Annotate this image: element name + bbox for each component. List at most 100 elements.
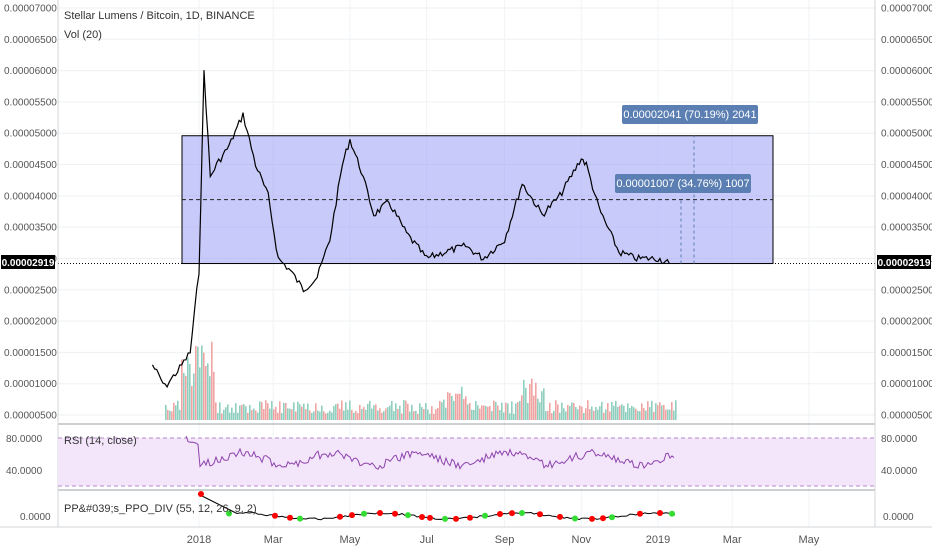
time-label: Sep xyxy=(495,534,515,546)
volume-bar xyxy=(543,388,545,420)
volume-bar xyxy=(267,403,269,420)
volume-bar xyxy=(205,366,207,420)
volume-bar xyxy=(313,411,315,420)
volume-bar xyxy=(321,405,323,420)
volume-bar xyxy=(433,413,435,420)
volume-bar xyxy=(609,411,611,420)
volume-bar xyxy=(247,412,249,420)
ppo-dot-green xyxy=(609,514,615,521)
price-tick-right: 0.00005500 xyxy=(881,97,932,108)
rsi-tick-40-left: 40.0000 xyxy=(6,466,43,477)
current-price-right-text: 0.00002919 xyxy=(878,258,931,269)
price-tick-right: 0.00002500 xyxy=(881,285,932,296)
measure-full-text: 0.00002041 (70.19%) 2041 xyxy=(623,109,756,121)
volume-bar xyxy=(323,411,325,420)
volume-bar xyxy=(235,403,237,420)
volume-bar xyxy=(415,410,417,420)
ppo-dot-green xyxy=(226,510,232,517)
volume-bar xyxy=(629,408,631,420)
volume-bar xyxy=(305,409,307,420)
volume-bar xyxy=(253,408,255,420)
volume-bar xyxy=(221,413,223,420)
volume-bar xyxy=(177,400,179,420)
volume-bar xyxy=(563,408,565,420)
volume-bar xyxy=(423,409,425,420)
volume-bar xyxy=(183,372,185,420)
volume-bar xyxy=(345,402,347,420)
volume-bar xyxy=(385,408,387,420)
volume-bar xyxy=(477,405,479,420)
volume-bar xyxy=(201,345,203,420)
ppo-pane[interactable]: PP&#039;s_PPO_DIV (55, 12, 26, 9, 2) 0.0… xyxy=(20,491,914,523)
volume-bar xyxy=(397,408,399,420)
current-price-tag-right: 0.00002919 xyxy=(877,255,931,269)
time-axis[interactable]: 2018 Mar May Jul Sep Nov 2019 Mar May xyxy=(187,534,820,546)
volume-bar xyxy=(521,395,523,420)
price-tick-right: 0.00004500 xyxy=(881,160,932,171)
volume-bar xyxy=(303,403,305,420)
ppo-dot-red xyxy=(349,512,355,519)
price-tick-left: 0.00004000 xyxy=(4,191,57,202)
rsi-legend: RSI (14, close) xyxy=(64,435,137,447)
volume-bar xyxy=(381,412,383,420)
ppo-dot-red xyxy=(272,512,278,519)
volume-bar xyxy=(171,411,173,420)
volume-bar xyxy=(233,412,235,420)
volume-bar xyxy=(595,406,597,420)
volume-bar xyxy=(359,404,361,420)
volume-bar xyxy=(413,411,415,420)
volume-bar xyxy=(547,410,549,420)
volume-bar xyxy=(503,412,505,420)
volume-bar xyxy=(589,409,591,420)
volume-bar xyxy=(583,412,585,420)
ppo-dot-red xyxy=(497,511,503,517)
volume-bar xyxy=(207,363,209,420)
volume-bar xyxy=(525,387,527,420)
volume-legend: Vol (20) xyxy=(64,29,102,41)
measure-label-half[interactable]: 0.00001007 (34.76%) 1007 xyxy=(615,174,751,193)
volume-bar xyxy=(581,406,583,420)
volume-bar xyxy=(237,412,239,420)
ppo-dot-red xyxy=(537,511,543,518)
volume-bar xyxy=(165,404,167,420)
volume-bar xyxy=(283,402,285,420)
ppo-dot-red xyxy=(589,515,595,522)
rsi-pane[interactable]: RSI (14, close) 80.0000 40.0000 80.0000 … xyxy=(6,434,918,487)
volume-bar xyxy=(407,403,409,420)
ppo-dot-green xyxy=(442,515,448,522)
ppo-dot-red xyxy=(377,510,383,516)
measure-label-full[interactable]: 0.00002041 (70.19%) 2041 xyxy=(622,105,758,124)
left-price-axis[interactable]: 0.00007000 0.00006500 0.00006000 0.00005500… xyxy=(4,4,57,422)
time-label: 2019 xyxy=(646,534,670,546)
volume-bar xyxy=(467,404,469,420)
volume-bar xyxy=(561,402,563,420)
volume-bar xyxy=(655,403,657,420)
volume-bar xyxy=(189,363,191,420)
volume-bar xyxy=(439,401,441,420)
volume-bar xyxy=(405,400,407,420)
volume-bar xyxy=(509,413,511,420)
volume-bar xyxy=(299,404,301,420)
ppo-dot-red xyxy=(198,491,204,497)
volume-bar xyxy=(377,410,379,420)
price-tick-right: 0.00006500 xyxy=(881,35,932,46)
ppo-dot-red xyxy=(392,510,398,517)
price-tick-left: 0.00002500 xyxy=(4,285,57,296)
volume-bar xyxy=(617,406,619,420)
volume-bar xyxy=(551,413,553,420)
volume-bar xyxy=(653,411,655,420)
volume-bar xyxy=(493,400,495,420)
price-tick-left: 0.00005000 xyxy=(4,129,57,140)
volume-bar xyxy=(387,407,389,420)
volume-bar xyxy=(361,408,363,420)
volume-bar xyxy=(417,413,419,420)
volume-bar xyxy=(635,408,637,420)
volume-bar xyxy=(333,406,335,420)
volume-bar xyxy=(645,410,647,420)
volume-bar xyxy=(279,401,281,420)
volume-bar xyxy=(513,413,515,420)
volume-bar xyxy=(319,411,321,420)
time-label: Jul xyxy=(420,534,434,546)
volume-bar xyxy=(239,405,241,420)
